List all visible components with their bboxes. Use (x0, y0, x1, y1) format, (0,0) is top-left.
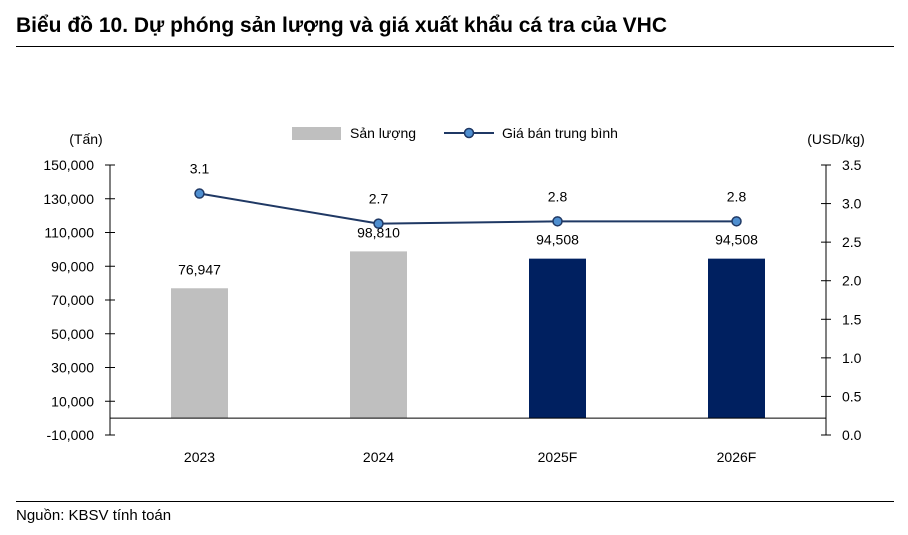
price-line (199, 192, 737, 225)
price-label-2025F: 2.8 (548, 188, 568, 204)
right-tick-label: 1.0 (842, 350, 862, 366)
price-label-2026F: 2.8 (727, 188, 747, 204)
left-tick-label: 30,000 (51, 360, 94, 376)
x-tick-label-2025F: 2025F (538, 449, 578, 465)
legend-bar-swatch (292, 127, 341, 140)
left-tick-label: -10,000 (47, 427, 95, 443)
price-point-2024 (373, 218, 384, 229)
bar-label-2026F: 94,508 (715, 232, 758, 248)
bar-label-2025F: 94,508 (536, 232, 579, 248)
price-point-2023 (194, 188, 205, 199)
source-note: Nguồn: KBSV tính toán (16, 507, 172, 524)
bar-2024 (350, 251, 407, 419)
bar-2025F (529, 258, 586, 419)
left-tick-label: 130,000 (43, 191, 94, 207)
left-tick-label: 10,000 (51, 393, 94, 409)
bar-2026F (708, 258, 765, 419)
right-tick-label: 0.0 (842, 427, 862, 443)
chart-title: Biểu đồ 10. Dự phóng sản lượng và giá xu… (16, 14, 667, 37)
source-divider (16, 501, 894, 502)
price-label-2023: 3.1 (190, 161, 210, 177)
left-tick-label: 110,000 (44, 225, 94, 241)
bar-2023 (171, 288, 228, 419)
legend-line-label: Giá bán trung bình (502, 125, 618, 141)
price-point-2025F (552, 216, 563, 227)
legend-bar-label: Sản lượng (350, 125, 416, 141)
right-tick-label: 0.5 (842, 388, 862, 404)
left-tick-label: 70,000 (51, 292, 94, 308)
left-tick-label: 150,000 (43, 157, 94, 173)
title-underline (16, 46, 894, 47)
x-tick-label-2023: 2023 (184, 449, 215, 465)
price-label-2024: 2.7 (369, 191, 389, 207)
left-tick-label: 90,000 (51, 258, 94, 274)
bar-label-2023: 76,947 (178, 261, 221, 277)
x-tick-label-2026F: 2026F (717, 449, 757, 465)
right-tick-label: 3.0 (842, 196, 862, 212)
legend-line-marker (463, 127, 475, 139)
right-tick-label: 2.5 (842, 234, 862, 250)
price-point-2026F (731, 216, 742, 227)
right-tick-label: 1.5 (842, 311, 862, 327)
right-tick-label: 2.0 (842, 273, 862, 289)
left-tick-label: 50,000 (51, 326, 94, 342)
x-tick-label-2024: 2024 (363, 449, 394, 465)
right-axis-unit: (USD/kg) (807, 131, 865, 147)
bar-label-2024: 98,810 (357, 224, 400, 240)
left-axis-unit: (Tấn) (69, 131, 102, 147)
right-tick-label: 3.5 (842, 157, 862, 173)
